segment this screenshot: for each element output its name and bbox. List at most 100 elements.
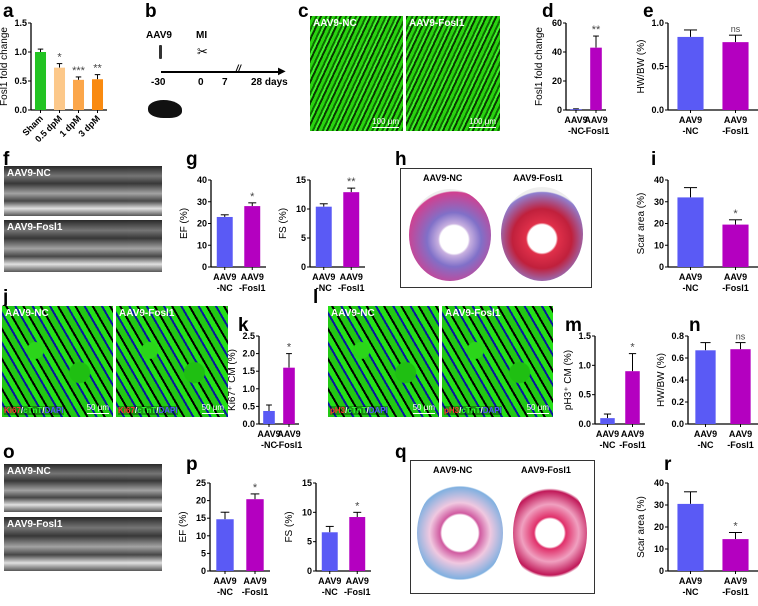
significance-label: * [733, 208, 738, 220]
y-tick-label: 20 [552, 76, 562, 86]
mouse-icon [148, 100, 182, 118]
bar [722, 539, 749, 571]
bar [695, 350, 716, 424]
y-tick-label: 15 [196, 513, 206, 523]
timeline-mi-label: MI [196, 30, 208, 41]
x-tick-label: 3 dpM [76, 113, 101, 138]
bar [677, 503, 704, 571]
x-tick-label: AAV9 [679, 272, 702, 282]
bar [91, 79, 104, 110]
x-tick-label: -NC [683, 126, 699, 136]
x-tick-label: AAV9 [257, 429, 280, 439]
y-tick-label: 10 [196, 531, 206, 541]
y-tick-label: 10 [296, 204, 306, 214]
y-tick-label: 10 [197, 240, 207, 250]
timeline-break: // [236, 63, 242, 73]
y-tick-label: 5 [301, 233, 306, 243]
x-tick-label: AAV9 [584, 115, 607, 125]
panel-label-c: c [298, 1, 309, 22]
panel-label-m: m [565, 315, 582, 336]
bar [730, 349, 751, 424]
x-tick-label: AAV9 [724, 576, 747, 586]
y-axis-label: Fosl1 fold change [534, 27, 545, 106]
tick-label: -30 [151, 77, 166, 88]
panel-label-n: n [689, 315, 701, 336]
significance-label: ** [93, 63, 102, 75]
x-tick-label: -NC [683, 283, 699, 293]
panel-label-g: g [186, 149, 198, 170]
tick-label: 0 [198, 77, 204, 88]
y-tick-label: 0.0 [651, 105, 664, 115]
significance-label: * [355, 500, 360, 512]
bar [34, 52, 47, 110]
echo-f-fosl1: AAV9-Fosl1 [4, 220, 162, 272]
bar [677, 197, 704, 267]
y-tick-label: 0 [301, 262, 306, 272]
y-tick-label: 1.5 [14, 18, 27, 28]
y-tick-label: 1.5 [578, 331, 591, 341]
x-tick-label: -NC [316, 283, 332, 293]
y-tick-label: 1.0 [651, 18, 664, 28]
x-tick-label: AAV9 [724, 272, 747, 282]
y-axis-label: HW/BW (%) [656, 353, 667, 407]
significance-label: * [253, 482, 258, 494]
bar [349, 517, 366, 571]
bar [590, 47, 602, 110]
y-tick-label: 0 [659, 262, 664, 272]
x-tick-label: -Fosl1 [722, 126, 749, 136]
panel-label-i: i [651, 149, 657, 170]
bar [244, 206, 261, 267]
x-tick-label: -Fosl1 [619, 440, 646, 450]
y-tick-label: 20 [654, 219, 664, 229]
y-tick-label: 0.5 [14, 76, 27, 86]
panel-label-j: j [3, 287, 9, 308]
significance-label: * [733, 521, 738, 533]
panel-label-d: d [542, 1, 554, 22]
bar [343, 192, 360, 267]
y-tick-label: 1.5 [242, 366, 255, 376]
timeline-arrow-icon: ▶ [278, 66, 286, 77]
y-tick-label: 40 [552, 47, 562, 57]
bar [72, 79, 85, 110]
timeline-axis [161, 71, 281, 73]
panel-label-q: q [395, 442, 407, 463]
x-tick-label: AAV9 [694, 429, 717, 439]
y-tick-label: 0.5 [651, 62, 664, 72]
x-tick-label: -Fosl1 [338, 283, 365, 293]
y-axis-label: Scar area (%) [636, 193, 647, 255]
x-tick-label: -NC [261, 440, 277, 450]
y-axis-label: EF (%) [179, 208, 190, 239]
x-tick-label: AAV9 [277, 429, 300, 439]
echo-o-nc: AAV9-NC [4, 464, 162, 512]
bar [625, 371, 640, 424]
y-tick-label: 30 [197, 197, 207, 207]
x-tick-label: -Fosl1 [722, 587, 749, 597]
x-tick-label: AAV9 [724, 115, 747, 125]
panel-label-k: k [238, 315, 249, 336]
y-tick-label: 0.0 [671, 419, 684, 429]
panel-label-p: p [186, 454, 198, 475]
x-tick-label: -NC [600, 440, 616, 450]
panel-label-h: h [395, 149, 407, 170]
y-axis-label: EF (%) [178, 511, 189, 542]
x-tick-label: AAV9 [621, 429, 644, 439]
y-tick-label: 40 [654, 478, 664, 488]
y-tick-label: 0 [202, 262, 207, 272]
y-tick-label: 20 [196, 496, 206, 506]
image-l-fosl1: AAV9-Fosl1 50 μm pH3/cTnT/DAPI [442, 306, 553, 417]
x-tick-label: AAV9 [340, 272, 363, 282]
bar [216, 216, 233, 267]
bar [283, 367, 295, 424]
y-axis-label: pH3⁺ CM (%) [563, 350, 574, 410]
image-c-nc: AAV9-NC 100 μm [310, 16, 403, 131]
y-tick-label: 0.5 [578, 390, 591, 400]
bar [321, 532, 338, 571]
y-tick-label: 30 [654, 197, 664, 207]
y-tick-label: 40 [654, 175, 664, 185]
tick-label: 28 days [251, 77, 288, 88]
image-j-nc: AAV9-NC 50 μm Ki67/cTnT/DAPI [2, 306, 113, 417]
panel-label-l: l [313, 287, 319, 308]
x-tick-label: AAV9 [312, 272, 335, 282]
x-tick-label: AAV9 [679, 576, 702, 586]
